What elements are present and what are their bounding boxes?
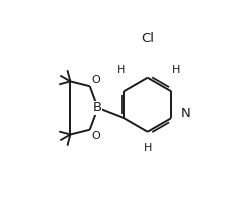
Text: O: O xyxy=(92,75,101,85)
Text: H: H xyxy=(143,143,152,153)
Text: N: N xyxy=(181,107,191,120)
Text: H: H xyxy=(117,65,125,75)
Text: O: O xyxy=(92,131,101,141)
Text: B: B xyxy=(93,101,102,115)
Text: H: H xyxy=(172,65,180,75)
Text: Cl: Cl xyxy=(141,32,154,45)
